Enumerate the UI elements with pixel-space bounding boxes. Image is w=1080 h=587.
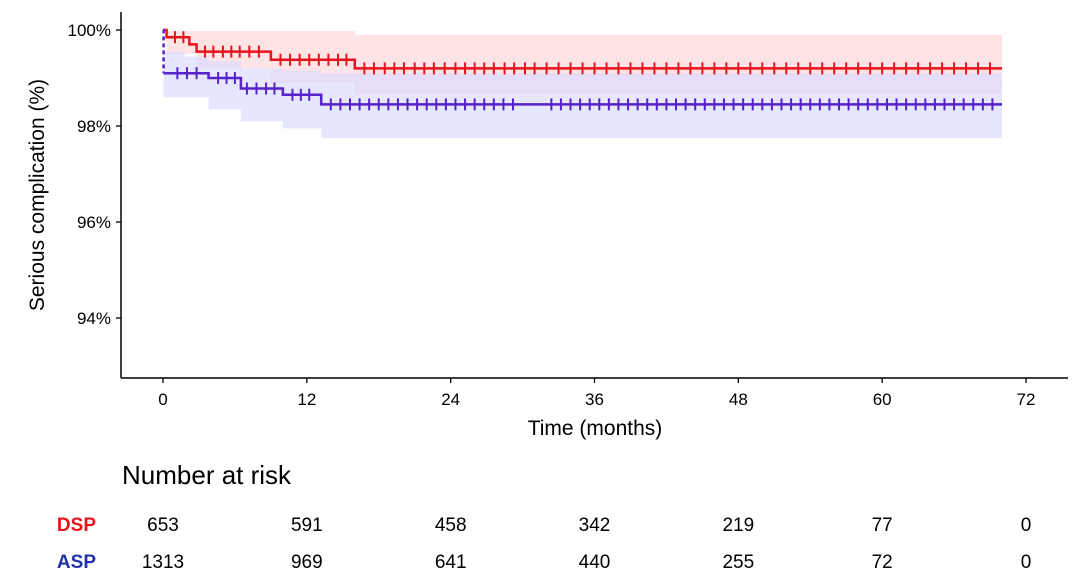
risk-row-label-dsp: DSP [57,515,96,536]
y-tick-label: 94% [77,309,111,328]
x-tick-label: 36 [585,390,604,409]
y-axis-title: Serious complication (%) [26,79,49,311]
risk-value-asp: 969 [291,552,323,573]
y-ticks: 94% 96% 98% 100% [68,21,121,328]
risk-value-asp: 0 [1021,552,1032,573]
risk-value-dsp: 653 [147,515,179,536]
risk-table-title: Number at risk [122,460,292,490]
y-tick-label: 100% [68,21,111,40]
asp-curve [163,71,1003,106]
risk-value-dsp: 591 [291,515,323,536]
x-tick-label: 60 [873,390,892,409]
risk-row-label-asp: ASP [57,552,96,573]
risk-value-dsp: 458 [435,515,467,536]
y-tick-label: 96% [77,213,111,232]
x-tick-label: 72 [1017,390,1036,409]
asp-curve-initial-drop [162,28,165,74]
confidence-bands [163,30,1003,138]
x-tick-label: 12 [297,390,316,409]
dsp-curve [163,28,1003,70]
censor-marks [173,31,994,111]
risk-value-dsp: 77 [872,515,893,536]
risk-value-asp: 72 [872,552,893,573]
risk-value-dsp: 219 [722,515,754,536]
risk-value-asp: 255 [722,552,754,573]
risk-value-dsp: 342 [579,515,611,536]
risk-value-dsp: 0 [1021,515,1032,536]
survival-curves [162,28,1003,106]
risk-value-asp: 1313 [142,552,184,573]
x-ticks: 0 12 24 36 48 60 72 [158,378,1035,409]
x-tick-label: 24 [441,390,460,409]
risk-value-asp: 641 [435,552,467,573]
asp-ci-band [163,30,1003,138]
x-tick-label: 0 [158,390,167,409]
risk-value-asp: 440 [579,552,611,573]
x-axis-title: Time (months) [528,417,663,440]
y-tick-label: 98% [77,117,111,136]
x-tick-label: 48 [729,390,748,409]
risk-table: DSP 653 591 458 342 219 77 0 ASP 1313 969 641 440 255… [57,515,1031,573]
